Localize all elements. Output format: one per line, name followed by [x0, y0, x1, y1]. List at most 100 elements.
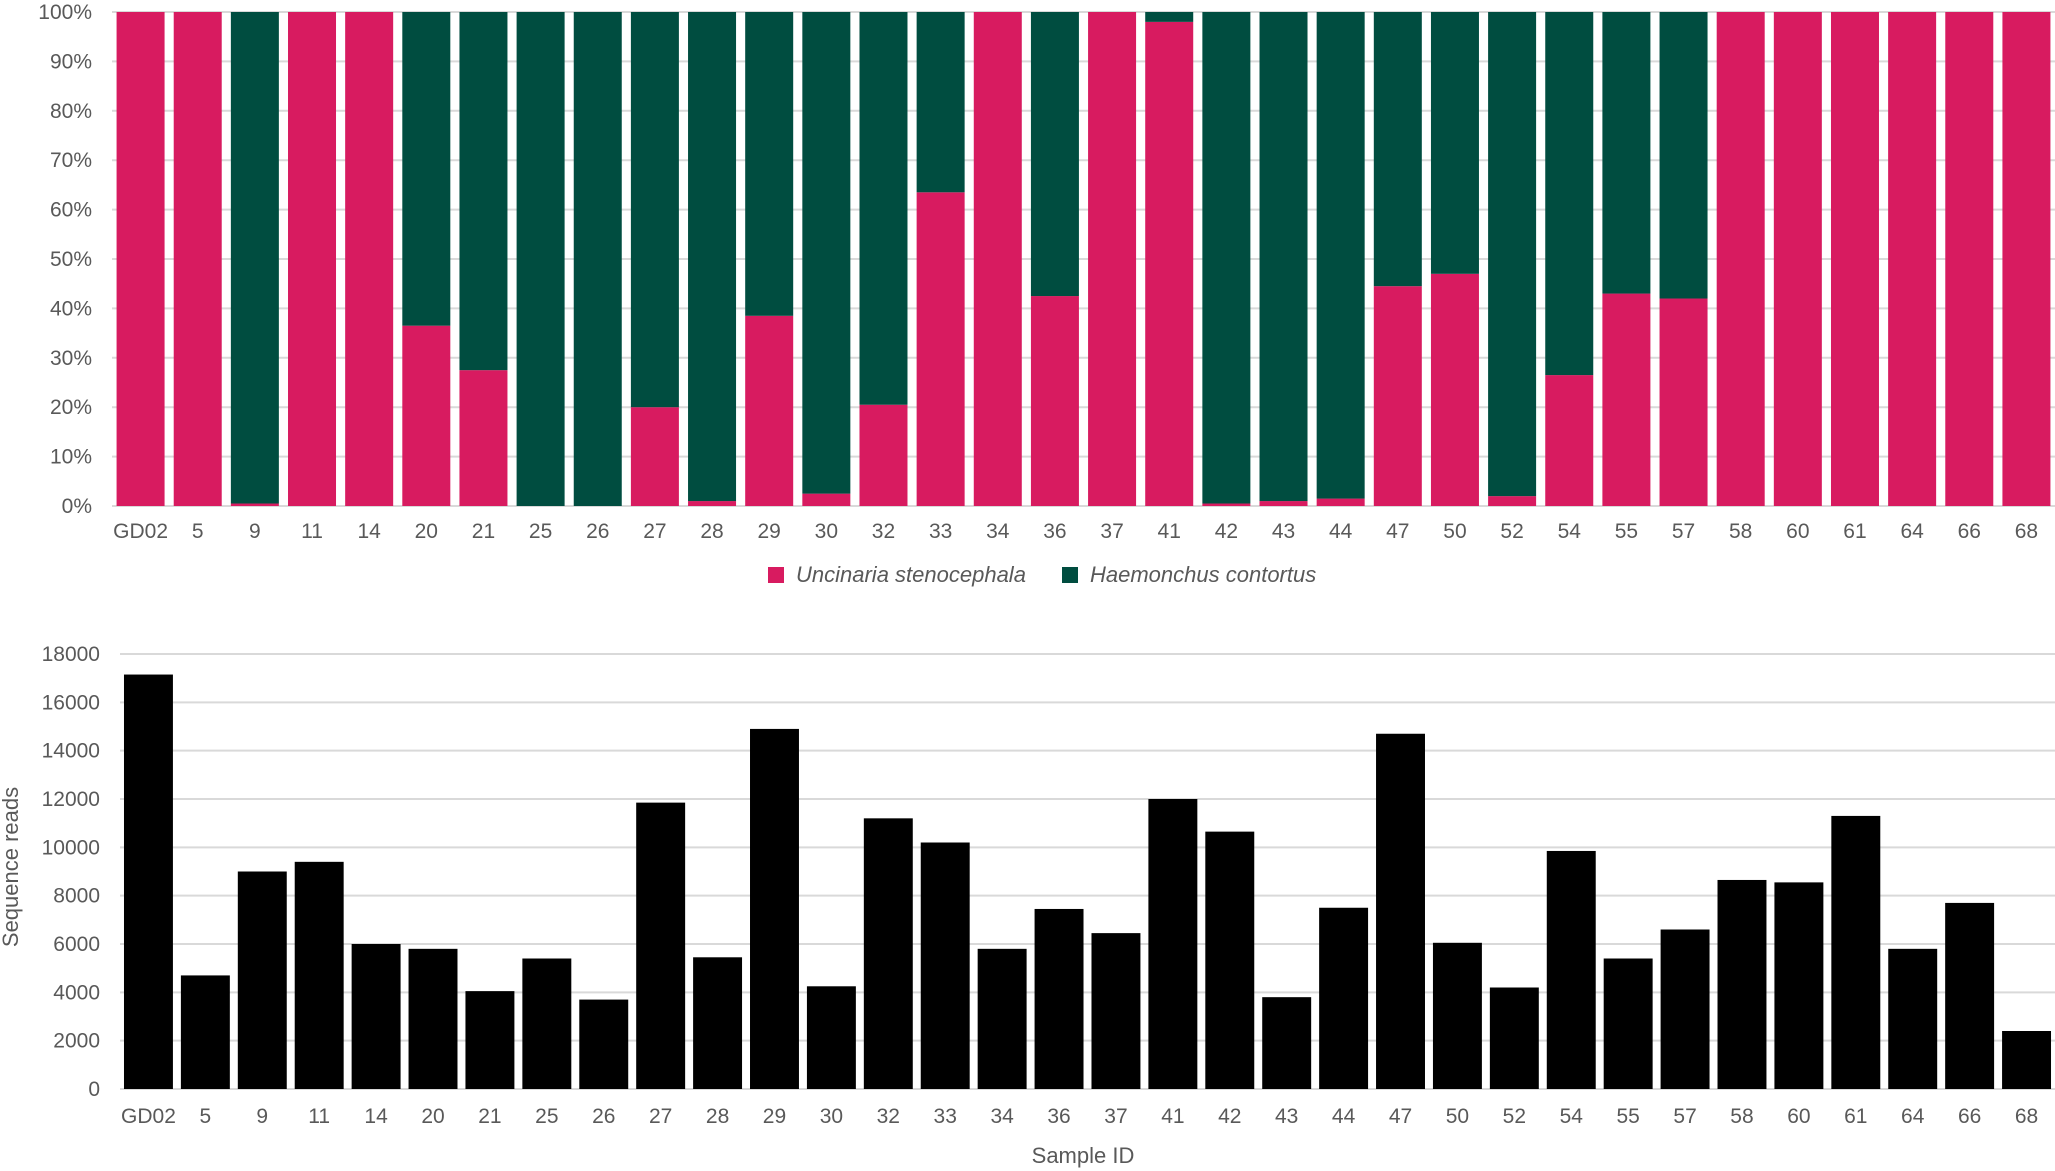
top-x-tick-label: 27: [643, 520, 666, 543]
reads-bar: [1546, 850, 1596, 1089]
bottom-x-tick-label: 60: [1787, 1105, 1810, 1128]
bottom-y-tick-label: 12000: [42, 788, 100, 811]
top-bar-segment-haemonchus: [1659, 12, 1708, 299]
top-bar-segment-haemonchus: [516, 12, 565, 506]
bottom-y-tick-label: 0: [88, 1078, 100, 1101]
reads-bar: [1489, 987, 1539, 1089]
top-bar-segment-uncinaria: [1888, 12, 1937, 506]
top-x-tick-label: 32: [872, 520, 895, 543]
reads-bar: [1432, 942, 1482, 1089]
top-bar-segment-haemonchus: [802, 12, 851, 494]
top-x-tick-label: 54: [1558, 520, 1582, 543]
reads-bar: [636, 802, 686, 1089]
reads-bar: [123, 674, 173, 1089]
reads-bar: [1376, 733, 1425, 1089]
bottom-x-tick-label: 14: [364, 1105, 388, 1128]
bottom-x-tick-label: 34: [990, 1105, 1014, 1128]
top-x-tick-label: 47: [1386, 520, 1409, 543]
bottom-x-tick-label: 28: [706, 1105, 729, 1128]
top-bar-segment-uncinaria: [1088, 12, 1137, 506]
bottom-x-tick-label: 50: [1446, 1105, 1469, 1128]
bottom-y-tick-label: 16000: [42, 691, 100, 714]
top-x-tick-label: 61: [1843, 520, 1866, 543]
top-bar-segment-uncinaria: [1602, 293, 1651, 506]
bottom-x-tick-label: GD02: [121, 1105, 176, 1128]
top-bar-segment-haemonchus: [1545, 12, 1594, 376]
top-bar-segment-uncinaria: [973, 12, 1022, 506]
bottom-x-tick-label: 9: [256, 1105, 268, 1128]
top-bar-segment-haemonchus: [1145, 12, 1194, 22]
top-x-tick-label: 11: [301, 520, 323, 543]
reads-bar: [977, 948, 1027, 1089]
bottom-x-tick-label: 25: [535, 1105, 558, 1128]
bottom-x-tick-label: 55: [1616, 1105, 1639, 1128]
top-x-tick-label: 60: [1786, 520, 1809, 543]
top-bar-segment-uncinaria: [1316, 498, 1365, 506]
reads-bar: [2002, 1031, 2052, 1089]
bottom-y-tick-labels: 0 2000 4000 6000 8000 10000 12000 14000 16000 180…: [42, 643, 100, 1101]
bottom-x-tick-label: 21: [478, 1105, 501, 1128]
top-y-tick-label: 50%: [50, 248, 92, 271]
top-bar-segment-uncinaria: [859, 404, 908, 506]
top-y-tick-labels: 0% 10% 20% 30% 40% 50% 60% 70% 80% 90% 100%: [38, 1, 92, 518]
reads-bar: [1660, 929, 1710, 1089]
bottom-x-tick-label: 27: [649, 1105, 672, 1128]
y-axis-label: Sequence reads: [0, 787, 23, 947]
reads-bar: [750, 728, 799, 1089]
top-bar-segment-haemonchus: [1030, 12, 1079, 297]
reads-bar: [237, 871, 287, 1089]
top-bar-segment-haemonchus: [1259, 12, 1308, 502]
top-y-tick-label: 90%: [50, 50, 92, 73]
top-bar-segment-uncinaria: [1030, 296, 1079, 506]
bottom-bars: [123, 674, 2052, 1089]
legend: Uncinaria stenocephala Haemonchus contor…: [768, 562, 1316, 587]
top-bar-segment-uncinaria: [230, 503, 279, 506]
top-bar-segment-uncinaria: [116, 12, 165, 506]
bottom-x-tick-label: 41: [1161, 1105, 1184, 1128]
top-y-tick-label: 70%: [50, 149, 92, 172]
top-x-tick-label: 50: [1443, 520, 1466, 543]
reads-bar: [1205, 831, 1255, 1089]
reads-bar: [1888, 948, 1938, 1089]
top-y-tick-label: 60%: [50, 199, 92, 222]
bottom-x-tick-label: 29: [763, 1105, 786, 1128]
top-bar-segment-uncinaria: [2002, 12, 2051, 506]
top-x-tick-label: 52: [1500, 520, 1523, 543]
top-y-tick-label: 10%: [50, 446, 92, 469]
reads-bar: [351, 944, 401, 1089]
top-x-tick-label: 57: [1672, 520, 1695, 543]
top-bar-segment-uncinaria: [173, 12, 222, 506]
bottom-y-tick-label: 18000: [42, 643, 100, 666]
bottom-y-tick-label: 2000: [53, 1030, 100, 1053]
reads-bar: [465, 991, 515, 1089]
reads-bar: [522, 958, 572, 1089]
top-bar-segment-haemonchus: [1316, 12, 1365, 499]
bottom-x-tick-label: 11: [308, 1105, 330, 1128]
bottom-x-tick-label: 54: [1560, 1105, 1584, 1128]
bottom-x-tick-labels: GD02 5 9 11 14 20 21 25 26 27 28 29 30 32 33 34 36 37 41 42…: [121, 1105, 2038, 1128]
top-bar-segment-uncinaria: [802, 493, 851, 506]
top-bar-segment-uncinaria: [1488, 496, 1537, 506]
top-bar-segment-haemonchus: [916, 12, 965, 193]
stacked-percent-chart: 0% 10% 20% 30% 40% 50% 60% 70% 80% 90% 100% GD02 5 9…: [38, 1, 2055, 587]
top-x-tick-label: 41: [1158, 520, 1181, 543]
top-x-tick-label: 28: [700, 520, 723, 543]
top-bar-segment-uncinaria: [1545, 375, 1594, 506]
top-bar-segment-haemonchus: [1602, 12, 1651, 294]
top-bar-segment-uncinaria: [630, 407, 679, 506]
top-y-tick-label: 0%: [62, 495, 92, 518]
reads-bar: [1831, 815, 1881, 1089]
top-x-tick-label: 29: [758, 520, 781, 543]
legend-swatch-haemonchus: [1062, 567, 1078, 583]
top-y-tick-label: 80%: [50, 100, 92, 123]
top-bar-segment-uncinaria: [402, 325, 451, 506]
top-bar-segment-uncinaria: [916, 192, 965, 506]
bottom-x-tick-label: 52: [1503, 1105, 1526, 1128]
reads-bar: [408, 948, 458, 1089]
reads-bar: [1774, 882, 1824, 1089]
bottom-x-tick-label: 68: [2015, 1105, 2038, 1128]
top-y-tick-label: 30%: [50, 347, 92, 370]
top-x-tick-label: 66: [1958, 520, 1981, 543]
top-x-tick-label: GD02: [113, 520, 168, 543]
bottom-x-tick-label: 66: [1958, 1105, 1981, 1128]
